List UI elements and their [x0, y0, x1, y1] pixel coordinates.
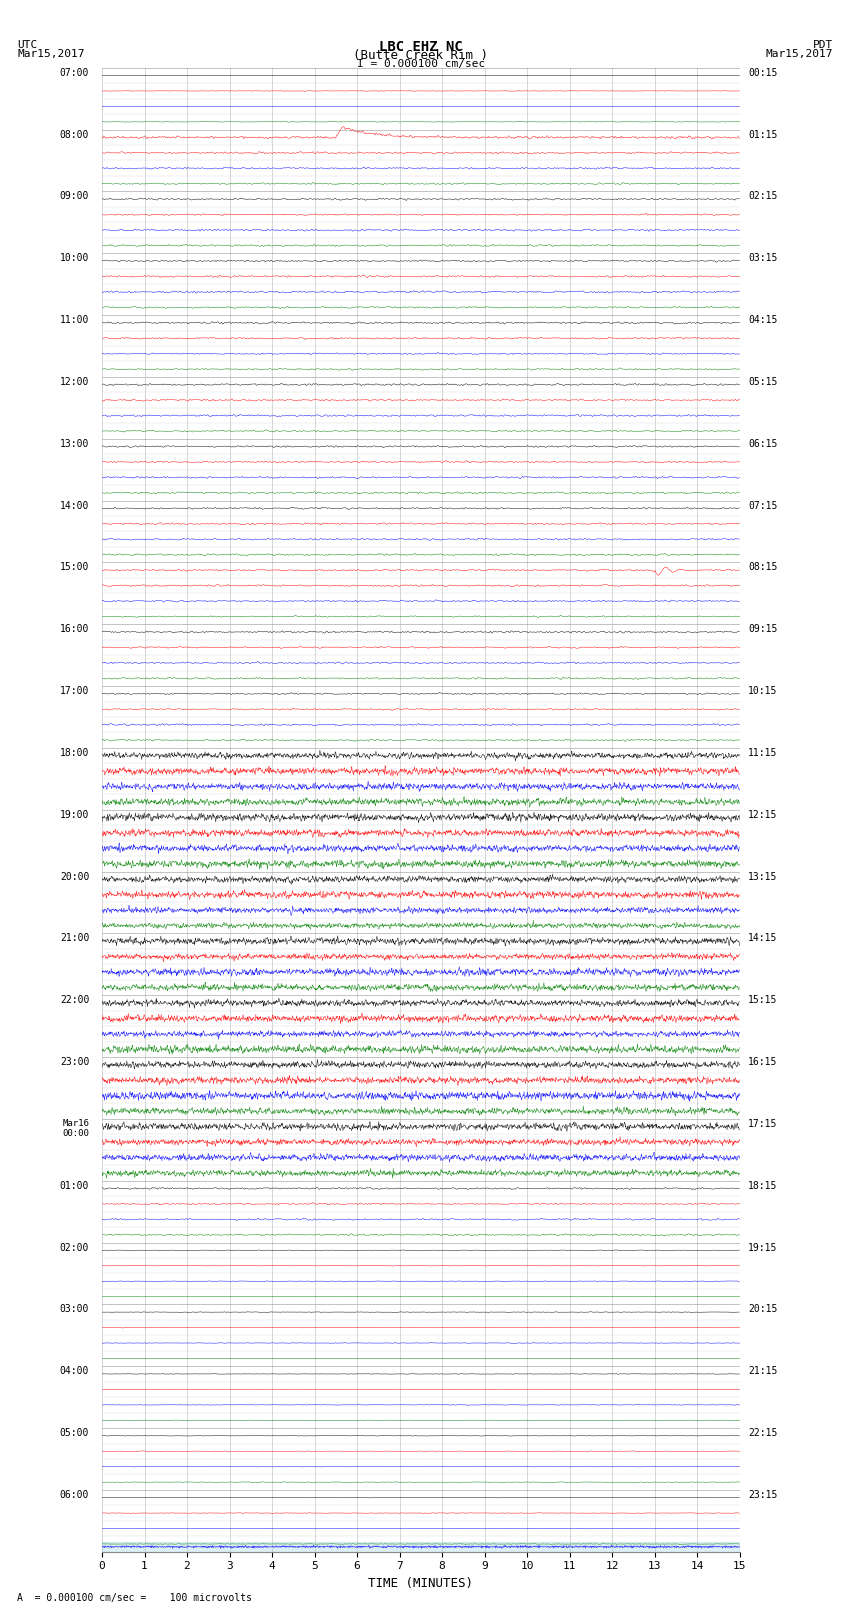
Text: 20:00: 20:00 — [60, 871, 89, 882]
Text: Mar16
00:00: Mar16 00:00 — [62, 1119, 89, 1139]
Text: 07:00: 07:00 — [60, 68, 89, 77]
Text: 13:00: 13:00 — [60, 439, 89, 448]
Text: 08:15: 08:15 — [748, 563, 778, 573]
Text: 21:00: 21:00 — [60, 934, 89, 944]
Text: 08:00: 08:00 — [60, 129, 89, 140]
Text: 16:00: 16:00 — [60, 624, 89, 634]
Text: Mar15,2017: Mar15,2017 — [766, 50, 833, 60]
Text: 17:00: 17:00 — [60, 686, 89, 697]
Text: 13:15: 13:15 — [748, 871, 778, 882]
Text: 23:15: 23:15 — [748, 1490, 778, 1500]
Text: PDT: PDT — [813, 39, 833, 50]
Text: Mar15,2017: Mar15,2017 — [17, 50, 84, 60]
Text: 05:15: 05:15 — [748, 377, 778, 387]
Text: 14:00: 14:00 — [60, 500, 89, 511]
Text: 21:15: 21:15 — [748, 1366, 778, 1376]
X-axis label: TIME (MINUTES): TIME (MINUTES) — [368, 1578, 473, 1590]
Text: 12:15: 12:15 — [748, 810, 778, 819]
Text: 01:15: 01:15 — [748, 129, 778, 140]
Text: 19:15: 19:15 — [748, 1242, 778, 1253]
Text: 09:00: 09:00 — [60, 192, 89, 202]
Text: 02:00: 02:00 — [60, 1242, 89, 1253]
Text: 07:15: 07:15 — [748, 500, 778, 511]
Text: 04:00: 04:00 — [60, 1366, 89, 1376]
Text: 10:00: 10:00 — [60, 253, 89, 263]
Text: 10:15: 10:15 — [748, 686, 778, 697]
Text: 15:15: 15:15 — [748, 995, 778, 1005]
Text: 03:00: 03:00 — [60, 1305, 89, 1315]
Text: 05:00: 05:00 — [60, 1428, 89, 1439]
Text: LBC EHZ NC: LBC EHZ NC — [379, 39, 462, 53]
Text: 22:00: 22:00 — [60, 995, 89, 1005]
Text: 11:15: 11:15 — [748, 748, 778, 758]
Text: 01:00: 01:00 — [60, 1181, 89, 1190]
Text: 19:00: 19:00 — [60, 810, 89, 819]
Text: 03:15: 03:15 — [748, 253, 778, 263]
Text: A  = 0.000100 cm/sec =    100 microvolts: A = 0.000100 cm/sec = 100 microvolts — [17, 1594, 252, 1603]
Text: 06:15: 06:15 — [748, 439, 778, 448]
Text: 09:15: 09:15 — [748, 624, 778, 634]
Text: 18:00: 18:00 — [60, 748, 89, 758]
Text: 15:00: 15:00 — [60, 563, 89, 573]
Text: 20:15: 20:15 — [748, 1305, 778, 1315]
Bar — [102, 1542, 740, 1552]
Text: I = 0.000100 cm/sec: I = 0.000100 cm/sec — [357, 58, 484, 69]
Text: 23:00: 23:00 — [60, 1057, 89, 1068]
Text: (Butte Creek Rim ): (Butte Creek Rim ) — [354, 50, 488, 63]
Text: 17:15: 17:15 — [748, 1119, 778, 1129]
Text: 02:15: 02:15 — [748, 192, 778, 202]
Text: 16:15: 16:15 — [748, 1057, 778, 1068]
Text: 18:15: 18:15 — [748, 1181, 778, 1190]
Text: 06:00: 06:00 — [60, 1490, 89, 1500]
Text: 14:15: 14:15 — [748, 934, 778, 944]
Text: 11:00: 11:00 — [60, 315, 89, 326]
Text: 22:15: 22:15 — [748, 1428, 778, 1439]
Text: 00:15: 00:15 — [748, 68, 778, 77]
Text: 12:00: 12:00 — [60, 377, 89, 387]
Text: UTC: UTC — [17, 39, 37, 50]
Text: 04:15: 04:15 — [748, 315, 778, 326]
